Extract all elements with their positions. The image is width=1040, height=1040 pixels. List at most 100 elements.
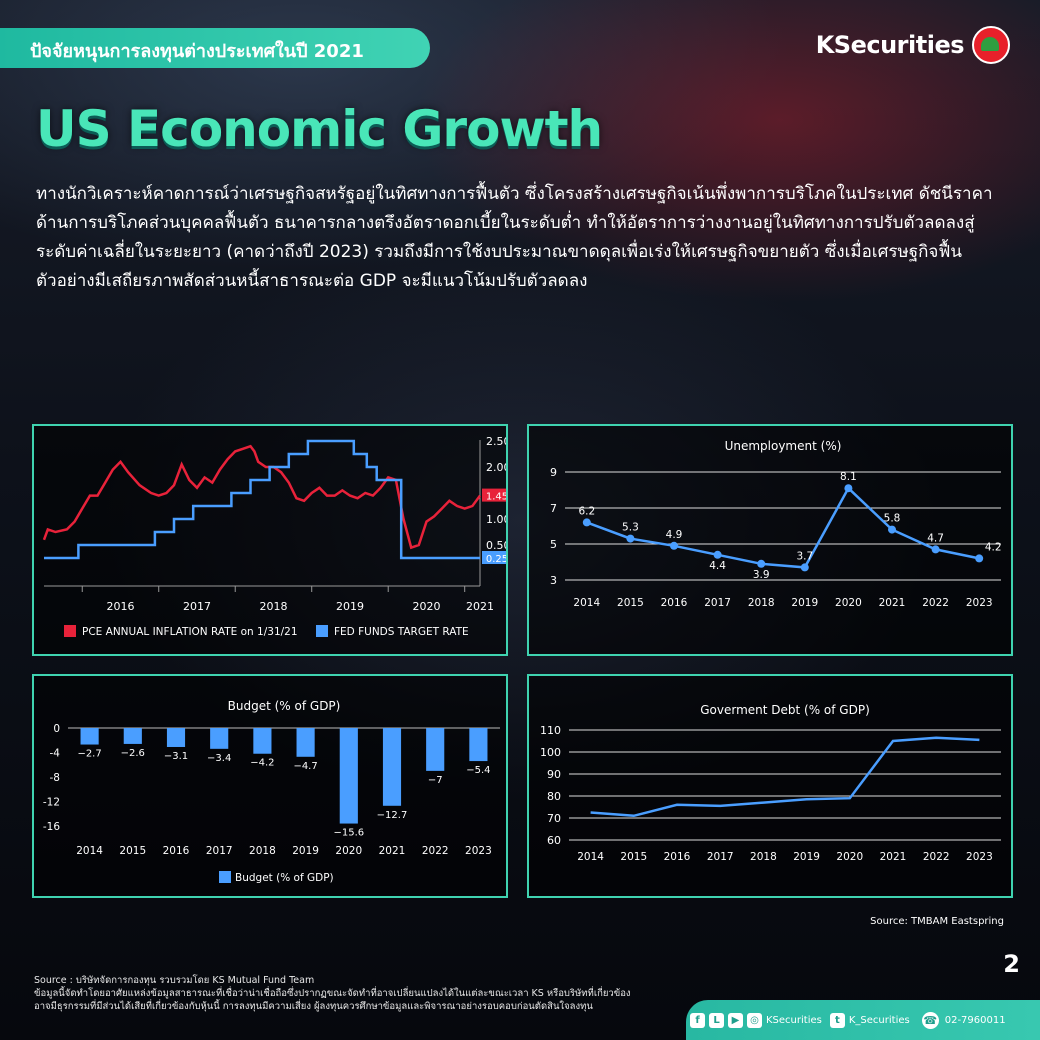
x-tick-label: 2016 (163, 845, 190, 857)
x-tick-label: 2018 (259, 600, 287, 613)
x-tick-label: 2016 (664, 851, 691, 863)
social-bar: f L ▶ ◎ KSecurities t K_Securities ☎ 02-… (686, 1000, 1040, 1040)
data-point (800, 563, 809, 572)
budget-bar (426, 728, 445, 771)
budget-bar (253, 728, 272, 754)
fed-funds-line (44, 439, 480, 560)
x-tick-label: 2020 (412, 600, 440, 613)
pce-fed-chart: 2.502.001.501.000.5020162017201820192020… (42, 435, 512, 638)
x-tick-label: 2017 (707, 851, 734, 863)
x-tick-label: 2019 (793, 851, 820, 863)
y-tick-label: 70 (547, 812, 561, 825)
budget-bar (339, 728, 358, 824)
legend-swatch (316, 625, 328, 637)
x-tick-label: 2022 (422, 845, 449, 857)
chart-title: Unemployment (%) (725, 439, 842, 453)
end-value-label: 0.25 (486, 554, 506, 565)
footer-disclaimer: Source : บริษัทจัดการกองทุน รวบรวมโดย KS… (34, 974, 684, 1013)
x-tick-label: 2015 (620, 851, 647, 863)
twitter-handle[interactable]: K_Securities (848, 1014, 910, 1026)
x-tick-label: 2014 (573, 597, 600, 609)
x-tick-label: 2014 (577, 851, 604, 863)
line-icon[interactable]: L (709, 1012, 724, 1028)
pce-fed-chart-panel: 2.502.001.501.000.5020162017201820192020… (32, 424, 512, 656)
chart-title: Budget (% of GDP) (228, 699, 341, 713)
legend-swatch (64, 625, 76, 637)
intro-paragraph: ทางนักวิเคราะห์คาดการณ์ว่าเศรษฐกิจสหรัฐอ… (36, 184, 993, 291)
source-line: Source : บริษัทจัดการกองทุน รวบรวมโดย KS… (34, 975, 315, 986)
x-tick-label: 2020 (835, 597, 862, 609)
series-line (586, 486, 980, 569)
y-tick-label: -4 (50, 748, 61, 760)
data-point (844, 484, 853, 493)
phone-number[interactable]: 02-7960011 (944, 1014, 1006, 1026)
y-tick-label: 9 (550, 466, 557, 479)
youtube-icon[interactable]: ▶ (728, 1012, 743, 1028)
x-tick-label: 2015 (617, 597, 644, 609)
y-tick-label: 60 (547, 834, 561, 847)
budget-chart: Budget (% of GDP) 0 -4 -8 -12 -16 −2.7 2014 −2.6… (43, 699, 500, 884)
phone-icon[interactable]: ☎ (921, 1011, 939, 1029)
data-label: −2.6 (121, 748, 145, 759)
x-tick-label: 2022 (922, 597, 949, 609)
y-tick-label: -16 (43, 821, 60, 833)
social-handle[interactable]: KSecurities (766, 1014, 822, 1026)
legend-label: Budget (% of GDP) (235, 872, 334, 884)
page-number: 2 (1003, 950, 1020, 978)
data-label: −3.1 (164, 751, 188, 762)
source-credit: Source: TMBAM Eastspring (870, 916, 1004, 927)
x-tick-label: 2017 (183, 600, 211, 613)
instagram-icon[interactable]: ◎ (747, 1012, 762, 1028)
topic-banner: ปัจจัยหนุนการลงทุนต่างประเทศในปี 2021 (0, 28, 430, 68)
pce-inflation-line (42, 444, 482, 550)
brand-logo: KSecurities (816, 26, 1010, 64)
data-label: 8.1 (840, 471, 857, 483)
y-tick-label: 0.50 (486, 539, 506, 552)
x-tick-label: 2020 (836, 851, 863, 863)
facebook-icon[interactable]: f (690, 1012, 705, 1028)
y-tick-label: 100 (540, 746, 561, 759)
data-label: −3.4 (207, 753, 231, 764)
y-tick-label: 90 (547, 768, 561, 781)
debt-chart: Goverment Debt (% of GDP) 110 100 90 80 70 60 2… (540, 703, 1001, 863)
x-tick-label: 2021 (880, 851, 907, 863)
x-tick-label: 2020 (335, 845, 362, 857)
x-tick-label: 2017 (206, 845, 233, 857)
budget-chart-panel: Budget (% of GDP) 0 -4 -8 -12 -16 −2.7 2014 −2.6… (32, 674, 508, 898)
y-tick-label: -12 (43, 797, 60, 809)
budget-bar (296, 728, 315, 757)
brand-name: KSecurities (815, 31, 965, 59)
data-point (626, 534, 635, 543)
data-label: −7 (428, 775, 443, 786)
disclaimer-line-1: ข้อมูลนี้จัดทำโดยอาศัยแหล่งข้อมูลสาธารณะ… (34, 988, 631, 999)
x-tick-label: 2023 (966, 597, 993, 609)
data-point (931, 545, 940, 554)
x-tick-label: 2019 (791, 597, 818, 609)
x-tick-label: 2016 (106, 600, 134, 613)
twitter-icon[interactable]: t (829, 1012, 845, 1028)
legend-label: PCE ANNUAL INFLATION RATE on 1/31/21 (82, 626, 298, 638)
data-point (670, 541, 678, 550)
data-label: −5.4 (466, 765, 490, 776)
unemployment-chart-panel: Unemployment (%) 9 7 5 3 2014 2015 2016 2017 2018… (527, 424, 1013, 656)
unemployment-chart: Unemployment (%) 9 7 5 3 2014 2015 2016 2017 2018… (550, 439, 1002, 609)
x-tick-label: 2023 (966, 851, 993, 863)
data-label: −12.7 (377, 810, 408, 821)
y-tick-label: 80 (547, 790, 561, 803)
data-point (888, 525, 896, 534)
data-label: −2.7 (77, 749, 101, 760)
data-label: 6.2 (578, 505, 595, 517)
y-tick-label: 5 (550, 538, 557, 551)
x-tick-label: 2015 (119, 845, 146, 857)
y-tick-label: 1.00 (486, 513, 506, 526)
data-label: 4.2 (985, 541, 1002, 553)
y-tick-label: 2.00 (486, 461, 506, 474)
data-label: −4.2 (250, 758, 274, 769)
legend-label: FED FUNDS TARGET RATE (334, 626, 469, 638)
x-tick-label: 2016 (661, 597, 688, 609)
x-tick-label: 2018 (748, 597, 775, 609)
data-label: −4.7 (293, 761, 317, 772)
data-label: 4.9 (666, 529, 683, 541)
data-label: 4.4 (709, 560, 726, 572)
x-tick-label: 2022 (923, 851, 950, 863)
